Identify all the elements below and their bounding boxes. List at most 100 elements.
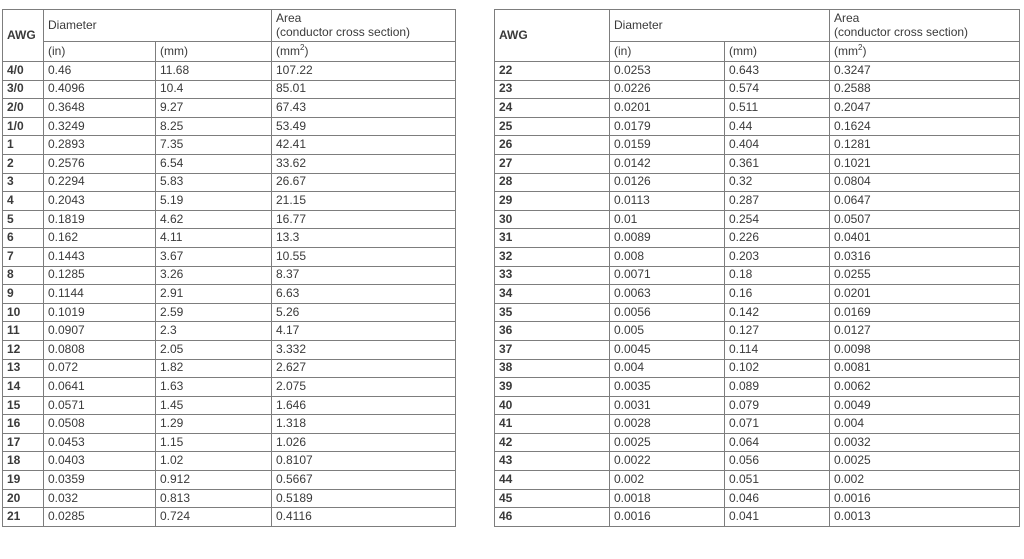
diameter-in-cell: 0.0508: [43, 414, 156, 434]
awg-cell: 16: [2, 414, 44, 434]
diameter-mm-cell: 11.68: [155, 61, 272, 81]
diameter-mm-cell: 0.041: [724, 507, 830, 527]
diameter-mm-cell: 5.83: [155, 172, 272, 193]
area-mm2-cell: 0.0127: [829, 321, 1020, 341]
awg-cell: 28: [494, 172, 610, 193]
diameter-in-cell: 0.2893: [43, 135, 156, 155]
awg-cell: 23: [494, 79, 610, 100]
diameter-mm-cell: 0.056: [724, 451, 830, 472]
diameter-in-cell: 0.3249: [43, 116, 156, 137]
table-row: 29 0.0113 0.287 0.0647: [494, 191, 1020, 211]
area-mm2-cell: 0.3247: [829, 61, 1020, 81]
diameter-mm-cell: 1.02: [155, 451, 272, 472]
awg-cell: 8: [2, 265, 44, 286]
diameter-in-cell: 0.2576: [43, 153, 156, 174]
table-row: 2 0.2576 6.54 33.62: [2, 153, 456, 174]
table-row: 1 0.2893 7.35 42.41: [2, 135, 456, 155]
area-mm2-cell: 0.0169: [829, 302, 1020, 323]
diameter-mm-cell: 0.574: [724, 79, 830, 100]
diameter-in-cell: 0.0453: [43, 432, 156, 453]
diameter-in-cell: 0.008: [609, 246, 725, 267]
diameter-mm-cell: 0.071: [724, 414, 830, 434]
awg-cell: 42: [494, 432, 610, 453]
diameter-mm-cell: 8.25: [155, 116, 272, 137]
awg-cell: 17: [2, 432, 44, 453]
table-row: 35 0.0056 0.142 0.0169: [494, 302, 1020, 323]
area-mm2-cell: 10.55: [271, 246, 456, 267]
area-mm2-cell: 2.627: [271, 358, 456, 379]
area-mm2-cell: 16.77: [271, 209, 456, 230]
diameter-in-cell: 0.005: [609, 321, 725, 341]
awg-cell: 4/0: [2, 61, 44, 81]
table-row: 31 0.0089 0.226 0.0401: [494, 228, 1020, 248]
awg-column-header: AWG: [494, 9, 610, 62]
diameter-in-cell: 0.0253: [609, 61, 725, 81]
area-mm2-cell: 0.1021: [829, 153, 1020, 174]
table-row: 26 0.0159 0.404 0.1281: [494, 135, 1020, 155]
table-row: 10 0.1019 2.59 5.26: [2, 302, 456, 323]
unit-in-header: (in): [43, 41, 156, 62]
awg-cell: 12: [2, 339, 44, 360]
diameter-in-cell: 0.0201: [609, 98, 725, 118]
area-mm2-cell: 0.0081: [829, 358, 1020, 379]
awg-cell: 7: [2, 246, 44, 267]
diameter-in-cell: 0.0907: [43, 321, 156, 341]
diameter-in-cell: 0.0179: [609, 116, 725, 137]
awg-cell: 4: [2, 191, 44, 211]
area-mm2-cell: 85.01: [271, 79, 456, 100]
awg-cell: 3/0: [2, 79, 44, 100]
diameter-in-cell: 0.162: [43, 228, 156, 248]
awg-cell: 20: [2, 488, 44, 509]
diameter-in-cell: 0.0016: [609, 507, 725, 527]
diameter-mm-cell: 1.82: [155, 358, 272, 379]
awg-cell: 3: [2, 172, 44, 193]
area-mm2-cell: 67.43: [271, 98, 456, 118]
area-header-subtitle: (conductor cross section): [276, 24, 411, 39]
diameter-in-cell: 0.0359: [43, 470, 156, 490]
area-mm2-cell: 0.0013: [829, 507, 1020, 527]
table-row: 15 0.0571 1.45 1.646: [2, 395, 456, 416]
area-mm2-cell: 5.26: [271, 302, 456, 323]
area-mm2-cell: 0.0049: [829, 395, 1020, 416]
awg-cell: 6: [2, 228, 44, 248]
diameter-mm-cell: 2.05: [155, 339, 272, 360]
area-column-header: Area (conductor cross section): [271, 9, 456, 42]
table-row: 12 0.0808 2.05 3.332: [2, 339, 456, 360]
area-mm2-cell: 0.002: [829, 470, 1020, 490]
diameter-mm-cell: 0.114: [724, 339, 830, 360]
area-mm2-cell: 13.3: [271, 228, 456, 248]
table-row: 2/0 0.3648 9.27 67.43: [2, 98, 456, 118]
awg-cell: 15: [2, 395, 44, 416]
awg-cell: 19: [2, 470, 44, 490]
table-row: 7 0.1443 3.67 10.55: [2, 246, 456, 267]
area-mm2-cell: 0.5189: [271, 488, 456, 509]
area-mm2-cell: 0.0507: [829, 209, 1020, 230]
diameter-mm-cell: 0.046: [724, 488, 830, 509]
diameter-mm-cell: 3.67: [155, 246, 272, 267]
diameter-in-cell: 0.0031: [609, 395, 725, 416]
area-header-title: Area: [834, 10, 860, 25]
diameter-in-cell: 0.0142: [609, 153, 725, 174]
unit-mm-header: (mm): [724, 41, 830, 62]
table-row: 4/0 0.46 11.68 107.22: [2, 61, 456, 81]
area-mm2-cell: 1.318: [271, 414, 456, 434]
diameter-mm-cell: 6.54: [155, 153, 272, 174]
area-mm2-cell: 0.0032: [829, 432, 1020, 453]
diameter-mm-cell: 0.287: [724, 191, 830, 211]
diameter-mm-cell: 0.32: [724, 172, 830, 193]
table-row: 8 0.1285 3.26 8.37: [2, 265, 456, 286]
area-mm2-cell: 0.1624: [829, 116, 1020, 137]
unit-mm2-close: ): [862, 43, 867, 58]
area-mm2-cell: 0.1281: [829, 135, 1020, 155]
awg-cell: 31: [494, 228, 610, 248]
diameter-mm-cell: 1.29: [155, 414, 272, 434]
diameter-in-cell: 0.0403: [43, 451, 156, 472]
area-mm2-cell: 0.0647: [829, 191, 1020, 211]
area-mm2-cell: 0.0804: [829, 172, 1020, 193]
area-mm2-cell: 26.67: [271, 172, 456, 193]
area-mm2-cell: 0.2047: [829, 98, 1020, 118]
table-row: 4 0.2043 5.19 21.15: [2, 191, 456, 211]
diameter-in-cell: 0.0045: [609, 339, 725, 360]
awg-cell: 33: [494, 265, 610, 286]
table-body: 4/0 0.46 11.68 107.22 3/0 0.4096 10.4 85.01 2/0 0…: [2, 61, 456, 527]
